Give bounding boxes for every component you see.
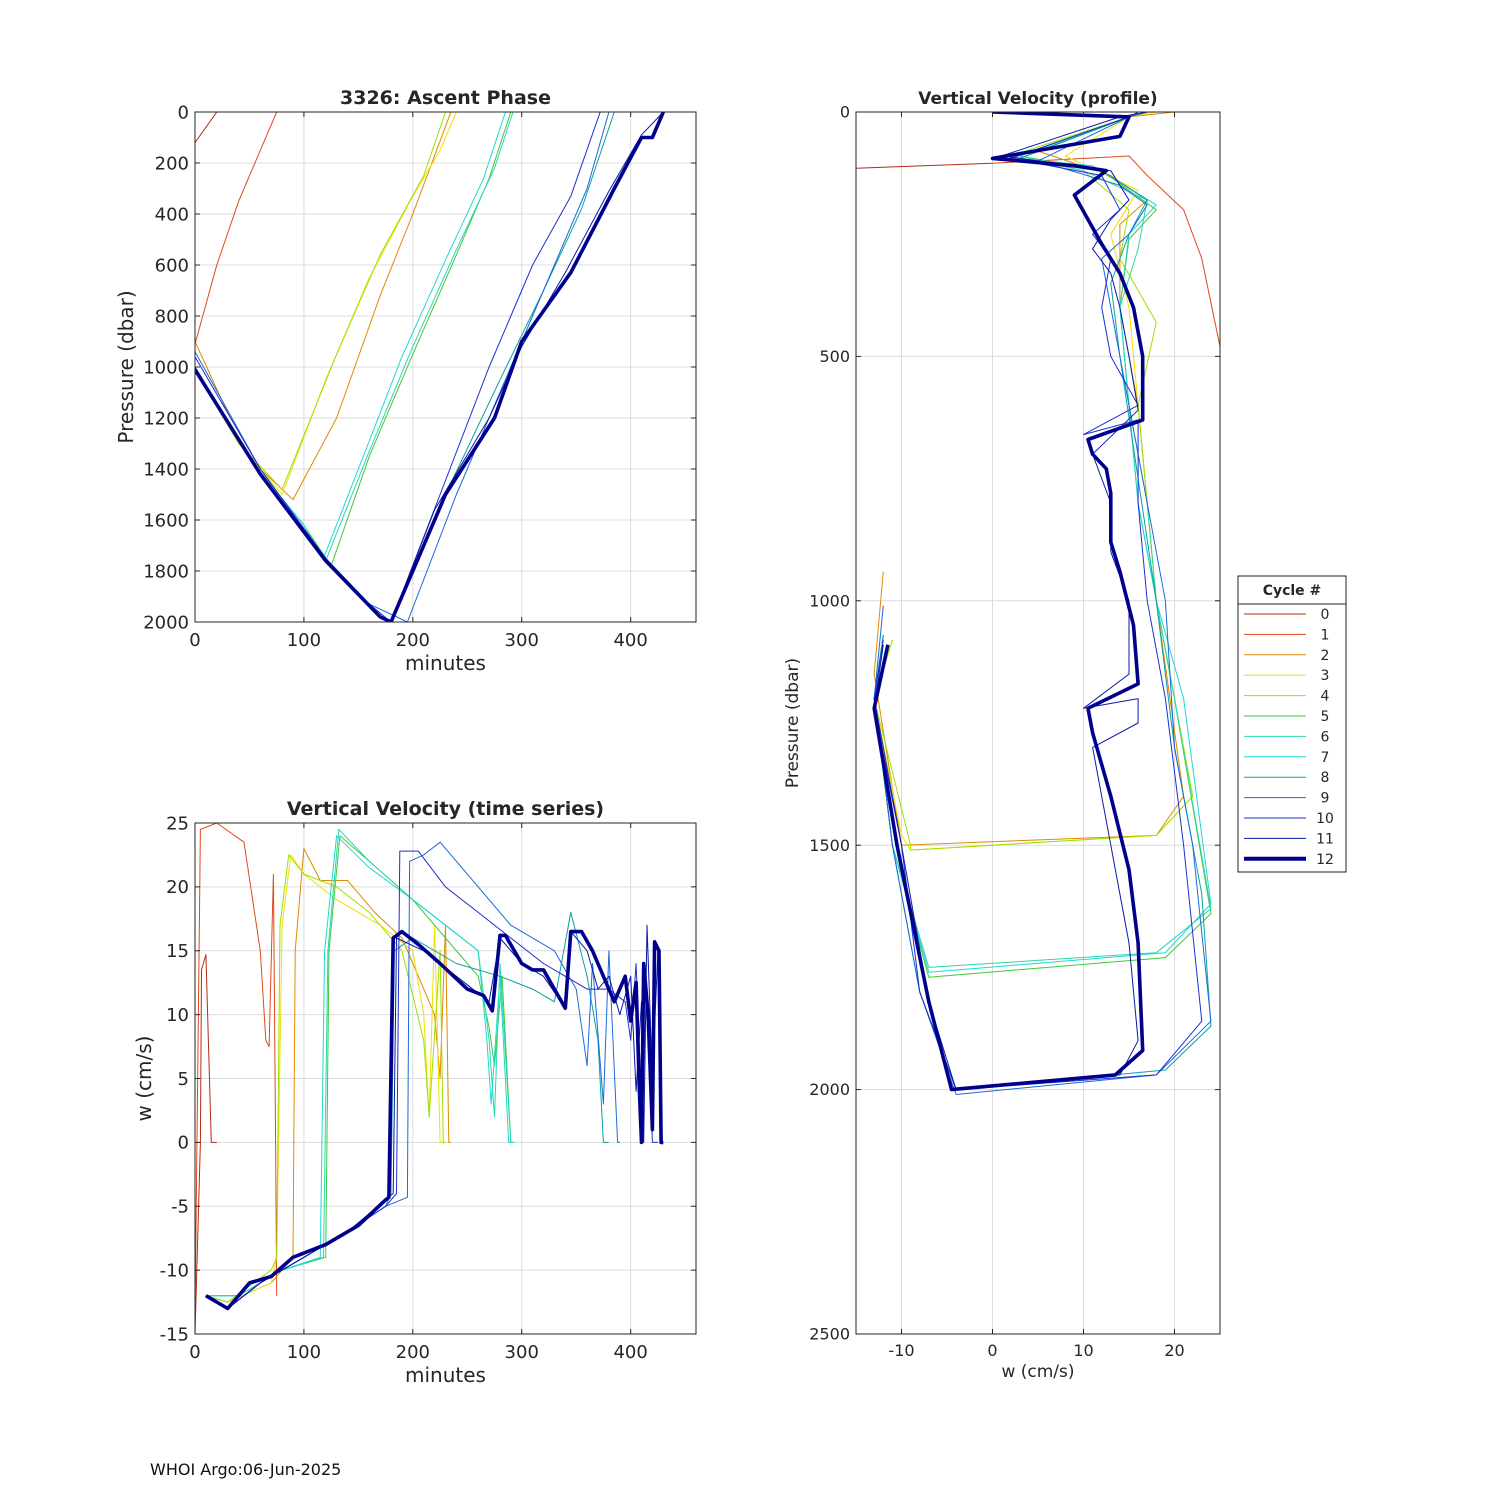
x-tick-label: 0 bbox=[189, 630, 200, 651]
x-tick-label: 200 bbox=[396, 1342, 430, 1363]
series-line-cycle-12 bbox=[204, 929, 664, 1311]
series-line-cycle-4 bbox=[195, 112, 446, 490]
legend-label-cycle-12: 12 bbox=[1316, 852, 1334, 868]
y-tick-label: 0 bbox=[840, 103, 850, 122]
series-line-cycle-1 bbox=[195, 112, 278, 345]
y-tick-label: 600 bbox=[155, 255, 189, 276]
plot-area bbox=[856, 112, 1220, 1334]
y-tick-label: -5 bbox=[171, 1197, 189, 1218]
series-line-cycle-0 bbox=[856, 162, 993, 169]
x-tick-label: 200 bbox=[396, 630, 430, 651]
footer-text: WHOI Argo:06-Jun-2025 bbox=[150, 1460, 342, 1479]
series-line-cycle-0 bbox=[195, 954, 217, 1334]
y-tick-label: 2000 bbox=[809, 1080, 850, 1099]
x-tick-label: 0 bbox=[189, 1342, 200, 1363]
y-tick-label: 1000 bbox=[809, 591, 850, 610]
x-tick-label: 20 bbox=[1164, 1341, 1184, 1360]
y-tick-label: 400 bbox=[155, 204, 189, 225]
x-tick-label: 10 bbox=[1073, 1341, 1093, 1360]
legend-title: Cycle # bbox=[1263, 583, 1322, 599]
series-line-cycle-4 bbox=[205, 854, 446, 1303]
legend-label-cycle-11: 11 bbox=[1316, 831, 1334, 847]
y-tick-label: 0 bbox=[178, 102, 189, 123]
x-tick-label: 400 bbox=[613, 1342, 647, 1363]
series-line-cycle-1 bbox=[992, 155, 1220, 503]
x-tick-label: 0 bbox=[987, 1341, 997, 1360]
x-tick-label: 300 bbox=[505, 630, 539, 651]
legend-label-cycle-9: 9 bbox=[1321, 791, 1330, 807]
x-axis-label: minutes bbox=[405, 651, 486, 675]
series-line-cycle-7 bbox=[205, 835, 511, 1297]
series-line-cycle-0 bbox=[195, 112, 218, 143]
y-tick-label: 2000 bbox=[143, 612, 189, 633]
legend-label-cycle-10: 10 bbox=[1316, 811, 1334, 827]
y-tick-label: 500 bbox=[819, 347, 850, 366]
y-tick-label: 5 bbox=[178, 1069, 189, 1090]
x-tick-label: 100 bbox=[287, 630, 321, 651]
series-line-cycle-12 bbox=[195, 112, 665, 622]
y-tick-label: 15 bbox=[166, 941, 189, 962]
chart-title: Vertical Velocity (profile) bbox=[918, 89, 1157, 109]
x-tick-label: 100 bbox=[287, 1342, 321, 1363]
y-tick-label: 1600 bbox=[143, 510, 189, 531]
legend-label-cycle-4: 4 bbox=[1321, 689, 1330, 705]
legend-label-cycle-1: 1 bbox=[1321, 627, 1330, 643]
y-axis-label: w (cm/s) bbox=[132, 1036, 156, 1122]
y-tick-label: 0 bbox=[178, 1133, 189, 1154]
y-tick-label: -15 bbox=[160, 1324, 189, 1345]
y-tick-label: 1200 bbox=[143, 408, 189, 429]
velocity-time-series-chart: 0 100 200 300 400 -15 -10 -5 0 5 10 15 20 25 Vertical … bbox=[132, 798, 697, 1387]
y-tick-label: 1400 bbox=[143, 459, 189, 480]
y-tick-label: 20 bbox=[166, 877, 189, 898]
y-tick-label: 1800 bbox=[143, 561, 189, 582]
series-group bbox=[856, 112, 1220, 1095]
legend-label-cycle-8: 8 bbox=[1321, 770, 1330, 786]
ascent-phase-chart: 0 100 200 300 400 0 200 400 600 800 1000 1200 1400 16… bbox=[114, 87, 697, 675]
y-tick-label: 1500 bbox=[809, 836, 850, 855]
x-tick-label: 400 bbox=[613, 630, 647, 651]
series-group bbox=[195, 112, 665, 622]
legend-box bbox=[1237, 575, 1347, 873]
chart-title: 3326: Ascent Phase bbox=[340, 87, 551, 109]
chart-title: Vertical Velocity (time series) bbox=[287, 798, 604, 820]
y-tick-label: 10 bbox=[166, 1005, 189, 1026]
velocity-profile-chart: -10 0 10 20 0 500 1000 1500 2000 2500 Vertical Vel… bbox=[783, 89, 1221, 1382]
y-tick-label: 800 bbox=[155, 306, 189, 327]
legend-label-cycle-0: 0 bbox=[1321, 607, 1330, 623]
legend-label-cycle-3: 3 bbox=[1321, 668, 1330, 684]
series-line-cycle-12 bbox=[872, 112, 1145, 1092]
x-axis-label: minutes bbox=[405, 1363, 486, 1387]
legend-label-cycle-6: 6 bbox=[1321, 729, 1330, 745]
y-tick-label: 25 bbox=[166, 813, 189, 834]
y-tick-label: 2500 bbox=[809, 1325, 850, 1344]
legend-label-cycle-2: 2 bbox=[1321, 648, 1330, 664]
y-tick-label: 200 bbox=[155, 153, 189, 174]
y-axis-label: Pressure (dbar) bbox=[783, 658, 803, 788]
y-axis-label: Pressure (dbar) bbox=[114, 290, 138, 443]
series-group bbox=[195, 823, 664, 1334]
x-tick-label: -10 bbox=[888, 1341, 914, 1360]
legend-label-cycle-5: 5 bbox=[1321, 709, 1330, 725]
legend-label-cycle-7: 7 bbox=[1321, 750, 1330, 766]
series-line-cycle-1 bbox=[195, 823, 278, 1322]
y-tick-label: 1000 bbox=[143, 357, 189, 378]
x-tick-label: 300 bbox=[505, 1342, 539, 1363]
axes-box bbox=[855, 111, 1221, 1335]
x-axis-label: w (cm/s) bbox=[1001, 1362, 1074, 1382]
y-tick-label: -10 bbox=[160, 1260, 189, 1281]
